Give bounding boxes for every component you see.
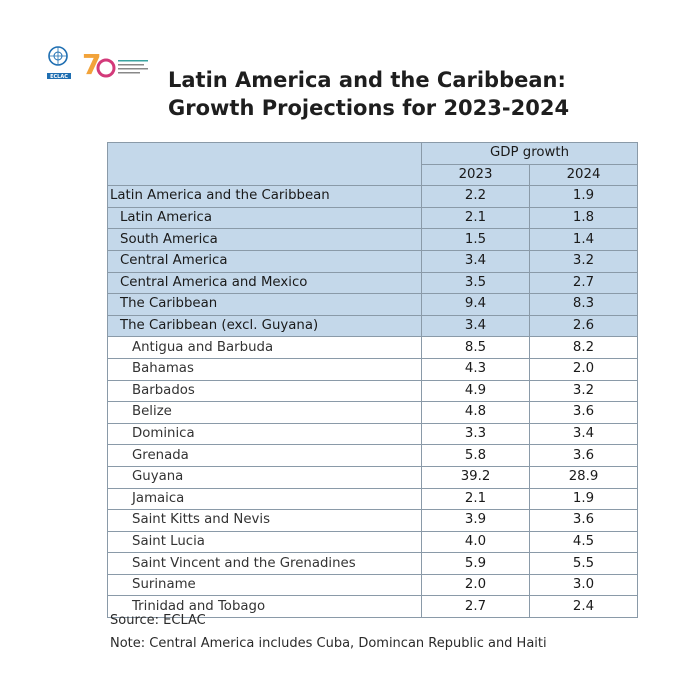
country-row: Saint Vincent and the Grenadines 5.9 5.5 [107, 552, 638, 575]
row-label: Barbados [107, 379, 422, 403]
value-2024: 1.9 [529, 185, 638, 208]
header-row-1: GDP growth [107, 141, 638, 187]
aggregate-row: Central America and Mexico 3.5 2.7 [107, 271, 638, 295]
row-label: Trinidad and Tobago [107, 595, 422, 619]
value-2024: 3.6 [529, 401, 638, 424]
country-row: Jamaica 2.1 1.9 [107, 487, 638, 511]
value-2024: 3.6 [529, 444, 638, 467]
row-label: Bahamas [107, 357, 422, 381]
value-2024: 1.8 [529, 206, 638, 230]
value-2024: 2.0 [529, 357, 638, 381]
row-label: Saint Kitts and Nevis [107, 509, 422, 532]
source-note: Source: ECLAC [110, 613, 206, 628]
row-label: Antigua and Barbuda [107, 336, 422, 359]
country-row: Bahamas 4.3 2.0 [107, 357, 638, 381]
page-title: Latin America and the Caribbean: Growth … [168, 66, 628, 122]
header-row-2: 2023 2024 [108, 163, 638, 187]
value-2023: 4.9 [421, 379, 530, 403]
row-label: Latin America [107, 206, 422, 230]
value-2023: 1.5 [421, 228, 530, 251]
value-2023: 3.5 [421, 271, 530, 295]
value-2024: 3.6 [529, 509, 638, 532]
row-label: Grenada [107, 444, 422, 467]
eclac-logo-text: ECLAC [50, 74, 68, 80]
country-row: Suriname 2.0 3.0 [107, 573, 638, 597]
value-2023: 3.4 [421, 249, 530, 273]
eclac-logo: ECLAC 7 [47, 46, 148, 81]
row-label: Latin America and the Caribbean [107, 185, 422, 208]
anniversary-75-icon: 7 [82, 48, 101, 81]
aggregate-row: The Caribbean (excl. Guyana) 3.4 2.6 [107, 314, 638, 338]
value-2023: 2.0 [421, 573, 530, 597]
value-2024: 1.4 [529, 228, 638, 251]
country-row: Barbados 4.9 3.2 [107, 379, 638, 403]
value-2024: 3.4 [529, 422, 638, 446]
value-2023: 4.3 [421, 357, 530, 381]
row-label: Dominica [107, 422, 422, 446]
row-label: Guyana [107, 465, 422, 489]
value-2024: 3.0 [529, 573, 638, 597]
title-line-2: Growth Projections for 2023-2024 [168, 96, 570, 120]
value-2024: 5.5 [529, 552, 638, 575]
value-2024: 2.7 [529, 271, 638, 295]
gdp-growth-header: GDP growth [421, 142, 638, 165]
country-row: Belize 4.8 3.6 [107, 401, 638, 424]
value-2023: 8.5 [421, 336, 530, 359]
value-2023: 4.8 [421, 401, 530, 424]
value-2023: 5.8 [421, 444, 530, 467]
header-blank-cell [107, 141, 422, 187]
row-label: Belize [107, 401, 422, 424]
value-2023: 3.3 [421, 422, 530, 446]
country-row: Trinidad and Tobago 2.7 2.4 [107, 595, 638, 619]
aggregate-row: The Caribbean 9.4 8.3 [107, 293, 638, 316]
row-label: Saint Lucia [107, 530, 422, 554]
aggregate-row: Latin America 2.1 1.8 [107, 206, 638, 230]
value-2024: 2.6 [529, 314, 638, 338]
value-2024: 28.9 [529, 465, 638, 489]
country-row: Dominica 3.3 3.4 [107, 422, 638, 446]
value-2023: 2.1 [421, 206, 530, 230]
year-header-2024: 2024 [529, 163, 638, 187]
row-label: Central America and Mexico [107, 271, 422, 295]
row-label: Jamaica [107, 487, 422, 511]
value-2023: 3.4 [421, 314, 530, 338]
value-2023: 9.4 [421, 293, 530, 316]
value-2023: 5.9 [421, 552, 530, 575]
year-header-2023: 2023 [421, 163, 530, 187]
value-2024: 3.2 [529, 379, 638, 403]
value-2023: 2.2 [421, 185, 530, 208]
country-row: Guyana 39.2 28.9 [107, 465, 638, 489]
value-2024: 8.2 [529, 336, 638, 359]
row-label: South America [107, 228, 422, 251]
value-2023: 4.0 [421, 530, 530, 554]
row-label: Central America [107, 249, 422, 273]
row-label: The Caribbean [107, 293, 422, 316]
row-label: Suriname [107, 573, 422, 597]
value-2024: 4.5 [529, 530, 638, 554]
country-row: Saint Lucia 4.0 4.5 [107, 530, 638, 554]
row-label: Saint Vincent and the Grenadines [107, 552, 422, 575]
row-label: The Caribbean (excl. Guyana) [107, 314, 422, 338]
value-2023: 2.7 [421, 595, 530, 619]
aggregate-row: Central America 3.4 3.2 [107, 249, 638, 273]
value-2024: 8.3 [529, 293, 638, 316]
gdp-table: GDP growth 2023 2024 Latin America and t… [107, 141, 638, 619]
value-2023: 2.1 [421, 487, 530, 511]
title-line-1: Latin America and the Caribbean: [168, 68, 566, 92]
value-2024: 2.4 [529, 595, 638, 619]
country-row: Grenada 5.8 3.6 [107, 444, 638, 467]
aggregate-row: South America 1.5 1.4 [107, 228, 638, 251]
value-2024: 3.2 [529, 249, 638, 273]
value-2024: 1.9 [529, 487, 638, 511]
value-2023: 3.9 [421, 509, 530, 532]
aggregate-row: Latin America and the Caribbean 2.2 1.9 [107, 185, 638, 208]
country-row: Saint Kitts and Nevis 3.9 3.6 [107, 509, 638, 532]
value-2023: 39.2 [421, 465, 530, 489]
country-row: Antigua and Barbuda 8.5 8.2 [107, 336, 638, 359]
footnote: Note: Central America includes Cuba, Dom… [110, 636, 547, 651]
